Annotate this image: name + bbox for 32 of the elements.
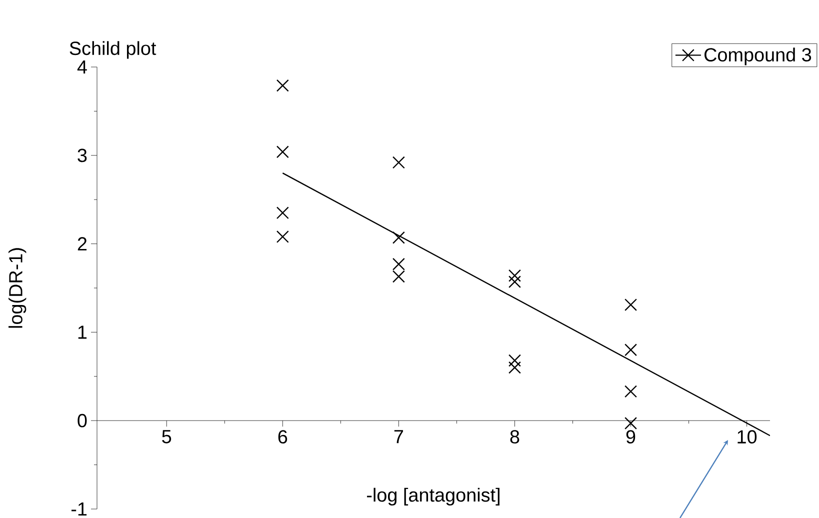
point (508, 354, 521, 367)
x-tick-label: 6 (278, 430, 288, 444)
y-tick-label: -1 (71, 502, 87, 516)
y-tick-label: 0 (78, 414, 87, 428)
point (392, 258, 405, 270)
x-tick-label: 10 (738, 430, 757, 444)
x-tick-label: 8 (510, 430, 520, 444)
point (392, 270, 405, 283)
point (276, 79, 289, 92)
x-tick-label: 7 (394, 430, 404, 444)
chart-title: Schild plot (70, 41, 156, 59)
y-tick-label: 2 (78, 237, 87, 250)
y-tick-label: 3 (78, 148, 87, 162)
legend-label: Compound 3 (704, 48, 812, 66)
x-tick-label: 5 (162, 430, 172, 444)
y-tick-label: 4 (77, 60, 87, 74)
point (508, 269, 521, 282)
y-axis-title: log(DR-1) (8, 248, 26, 328)
y-tick-label: 1 (78, 326, 87, 339)
point (624, 344, 638, 356)
point (624, 385, 638, 398)
point (392, 231, 405, 244)
x-axis-title: -log [antagonist] (367, 488, 500, 506)
point (508, 276, 521, 288)
x-tick-label: 9 (626, 430, 636, 444)
point (624, 298, 638, 312)
point (276, 230, 289, 243)
point (276, 146, 289, 158)
point (276, 206, 289, 220)
point (508, 361, 521, 374)
point (624, 416, 638, 430)
point (392, 156, 405, 169)
